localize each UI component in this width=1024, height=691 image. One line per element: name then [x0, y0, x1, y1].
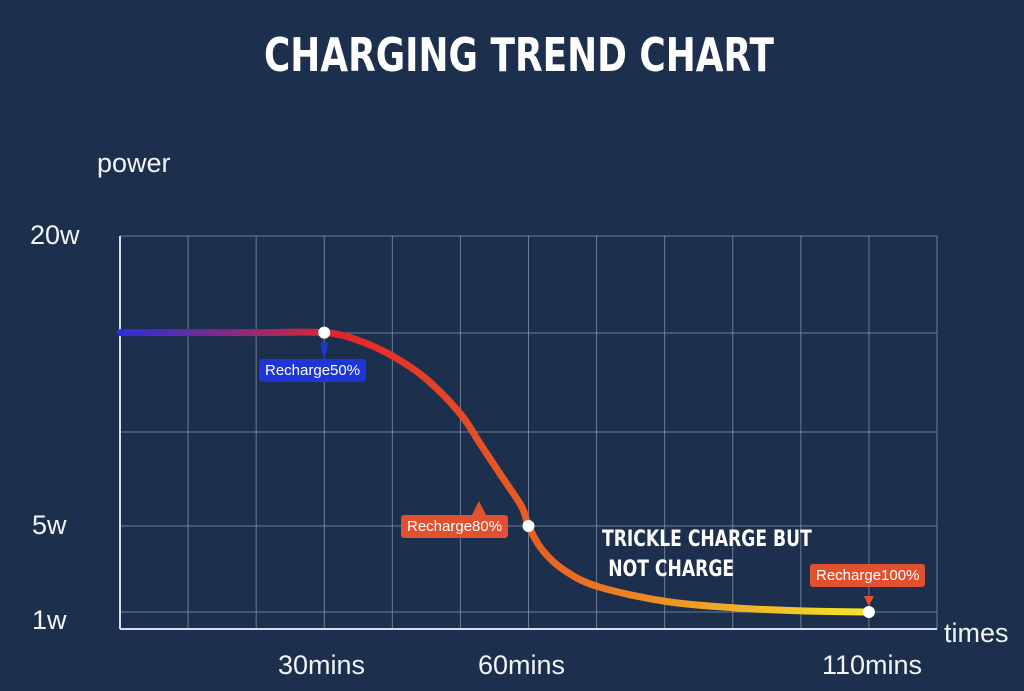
marker-label-recharge50: Recharge50% [259, 359, 367, 382]
y-axis-label: power [97, 148, 171, 178]
chart-title: CHARGING TREND CHART [263, 28, 775, 82]
y-tick-5w: 5w [32, 510, 67, 540]
x-axis-label: times [944, 618, 1009, 648]
trickle-charge-note: TRICKLE CHARGE BUT NOT CHARGE [602, 525, 812, 585]
x-tick-60mins: 60mins [478, 650, 566, 680]
data-point-recharge50 [318, 326, 331, 339]
trickle-charge-note-line2: NOT CHARGE [608, 557, 735, 582]
data-point-recharge80 [522, 520, 535, 532]
trickle-charge-note-line1: TRICKLE CHARGE BUT [602, 527, 812, 552]
marker-pointer-recharge100 [863, 596, 874, 606]
y-tick-20w: 20w [30, 220, 80, 250]
marker-pointer-recharge50 [320, 342, 329, 361]
data-point-recharge100 [862, 606, 875, 618]
marker-label-recharge100: Recharge100% [810, 564, 926, 587]
x-tick-110mins: 110mins [822, 650, 923, 680]
x-tick-30mins: 30mins [278, 650, 366, 680]
y-tick-1w: 1w [32, 605, 67, 635]
marker-pointer-recharge80 [471, 501, 487, 517]
marker-label-recharge80: Recharge80% [401, 515, 509, 538]
